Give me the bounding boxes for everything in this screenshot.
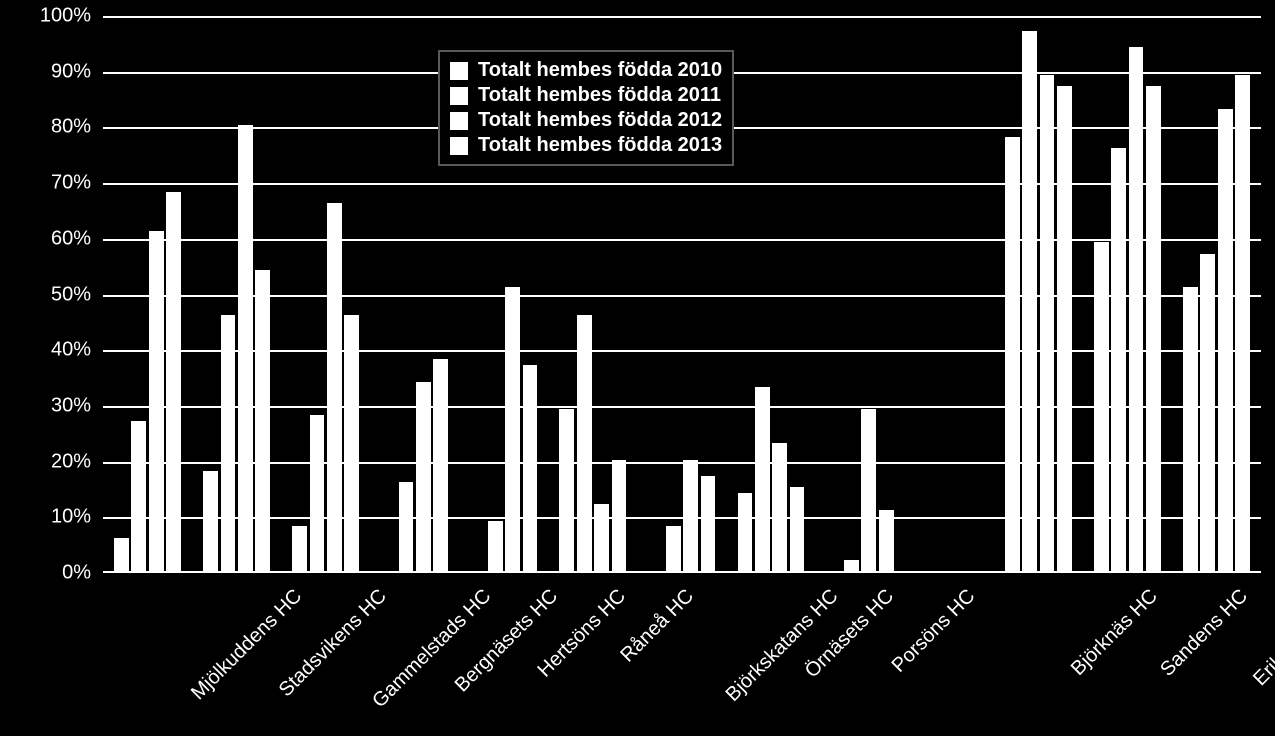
legend-label: Totalt hembes födda 2010 xyxy=(478,59,722,82)
bar xyxy=(1183,287,1198,571)
bar xyxy=(1218,109,1233,571)
x-tick-label: Sandens HC xyxy=(1157,585,1253,681)
y-tick-label: 60% xyxy=(0,227,91,250)
bar xyxy=(1235,75,1250,571)
bar xyxy=(327,203,342,571)
x-tick-label: Erikslunds HC xyxy=(1250,585,1275,691)
bar xyxy=(1129,47,1144,571)
y-tick-label: 30% xyxy=(0,394,91,417)
bar xyxy=(755,387,770,571)
legend-label: Totalt hembes födda 2012 xyxy=(478,109,722,132)
bar xyxy=(612,460,627,571)
legend-swatch xyxy=(450,87,468,105)
bar xyxy=(399,482,414,571)
y-tick-label: 20% xyxy=(0,450,91,473)
gridline xyxy=(103,16,1261,18)
bar xyxy=(738,493,753,571)
bar xyxy=(1200,254,1215,571)
legend-swatch xyxy=(450,112,468,130)
grouped-bar-chart: 0%10%20%30%40%50%60%70%80%90%100% Mjölku… xyxy=(0,0,1275,736)
legend-swatch xyxy=(450,62,468,80)
bar xyxy=(433,359,448,571)
bar xyxy=(844,560,859,571)
bar xyxy=(666,526,681,571)
bar xyxy=(1005,137,1020,571)
legend-item: Totalt hembes födda 2013 xyxy=(450,133,722,158)
bar xyxy=(1094,242,1109,571)
bar xyxy=(1057,86,1072,571)
y-tick-label: 100% xyxy=(0,5,91,28)
bar xyxy=(221,315,236,571)
bar xyxy=(203,471,218,571)
legend-label: Totalt hembes födda 2011 xyxy=(478,84,721,107)
y-tick-label: 80% xyxy=(0,116,91,139)
bar xyxy=(488,521,503,571)
gridline xyxy=(103,295,1261,297)
bar xyxy=(879,510,894,571)
bar xyxy=(149,231,164,571)
bar xyxy=(683,460,698,571)
bar xyxy=(238,125,253,571)
gridline xyxy=(103,239,1261,241)
bar xyxy=(1146,86,1161,571)
gridline xyxy=(103,350,1261,352)
y-tick-label: 0% xyxy=(0,562,91,585)
bar xyxy=(131,421,146,571)
y-tick-label: 10% xyxy=(0,506,91,529)
bar xyxy=(701,476,716,571)
y-tick-label: 40% xyxy=(0,339,91,362)
bar xyxy=(1040,75,1055,571)
bar xyxy=(577,315,592,571)
legend-item: Totalt hembes födda 2012 xyxy=(450,108,722,133)
legend-label: Totalt hembes födda 2013 xyxy=(478,134,722,157)
bar xyxy=(344,315,359,571)
legend-item: Totalt hembes födda 2011 xyxy=(450,83,722,108)
legend-item: Totalt hembes födda 2010 xyxy=(450,58,722,83)
x-tick-label: Råneå HC xyxy=(616,585,698,667)
bar xyxy=(416,382,431,571)
bar xyxy=(1111,148,1126,571)
y-tick-label: 90% xyxy=(0,60,91,83)
gridline xyxy=(103,406,1261,408)
gridline xyxy=(103,183,1261,185)
y-tick-label: 70% xyxy=(0,172,91,195)
bar xyxy=(1022,31,1037,571)
bar xyxy=(594,504,609,571)
x-tick-label: Porsöns HC xyxy=(888,585,980,677)
bar xyxy=(772,443,787,571)
bar xyxy=(292,526,307,571)
bar xyxy=(790,487,805,571)
bar xyxy=(310,415,325,571)
bar xyxy=(523,365,538,571)
y-tick-label: 50% xyxy=(0,283,91,306)
x-tick-label: Björknäs HC xyxy=(1067,585,1163,681)
bar xyxy=(166,192,181,571)
bar xyxy=(114,538,129,571)
legend-swatch xyxy=(450,137,468,155)
chart-legend: Totalt hembes födda 2010Totalt hembes fö… xyxy=(438,50,734,166)
bar xyxy=(505,287,520,571)
gridline xyxy=(103,517,1261,519)
bar xyxy=(559,409,574,571)
gridline xyxy=(103,462,1261,464)
bar xyxy=(861,409,876,571)
bar xyxy=(255,270,270,571)
